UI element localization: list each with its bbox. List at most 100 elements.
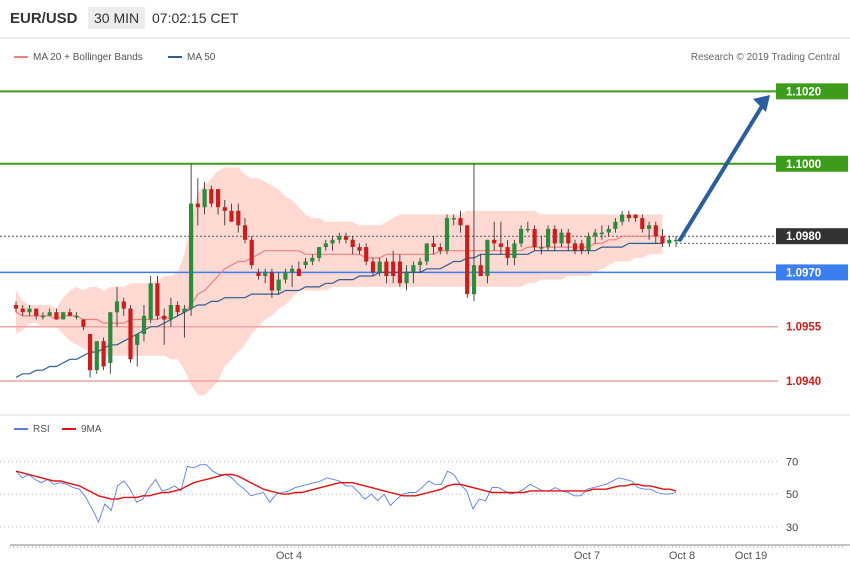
candle-body — [478, 265, 483, 277]
level-labels: 1.1020 1.1000 1.0980 1.0970 1.0955 1.0940 — [776, 83, 848, 388]
candle-body — [431, 243, 436, 247]
candle-body — [397, 261, 402, 284]
candle-body — [512, 243, 517, 258]
forecast-arrow-shaft — [678, 100, 766, 242]
ma-bands-swatch — [14, 56, 28, 59]
candle-body — [67, 312, 72, 316]
candle-body — [572, 243, 578, 251]
candle-body — [391, 261, 396, 276]
candle-body — [519, 228, 524, 244]
candle-body — [269, 272, 274, 291]
candle-body — [168, 305, 173, 320]
candle-body — [384, 261, 389, 276]
candle-body — [182, 308, 187, 313]
rsi-line — [15, 464, 677, 524]
candle-body — [525, 228, 530, 231]
candle-body — [350, 239, 355, 247]
candle-body — [357, 247, 362, 251]
candle-body — [599, 232, 604, 235]
timestamp-label: 07:02:15 CET — [152, 10, 239, 26]
candle-body — [451, 218, 456, 220]
candle-body — [263, 272, 268, 276]
candle-body — [411, 265, 416, 273]
candle-body — [81, 319, 86, 327]
candle-body — [54, 312, 59, 320]
candle-body — [606, 228, 611, 233]
candle-body — [162, 315, 167, 320]
candle-body — [539, 247, 544, 249]
time-tick-label: Oct 8 — [669, 550, 695, 562]
candle-body — [552, 228, 557, 244]
candle-body — [222, 207, 227, 211]
rsi-legend-label: RSI — [33, 424, 50, 435]
candle-body — [202, 189, 207, 208]
bollinger-band-area — [16, 167, 663, 396]
candle-body — [505, 247, 510, 258]
candle-body — [276, 279, 281, 291]
ma9-line — [15, 470, 677, 500]
candle-body — [620, 214, 625, 222]
candle-body — [303, 261, 308, 266]
candle-body — [128, 308, 133, 360]
legend-ma-bands: MA 20 + Bollinger Bands — [14, 52, 143, 63]
candle-body — [290, 268, 295, 273]
level-label: 1.0955 — [786, 322, 822, 334]
chart-header: EUR/USD 30 MIN 07:02:15 CET — [0, 0, 850, 38]
candle-body — [337, 236, 342, 240]
candle-body — [34, 308, 39, 316]
ma-bands-label: MA 20 + Bollinger Bands — [33, 52, 143, 63]
candle-body — [343, 236, 349, 240]
rsi-panel: RSI 9MA 30 50 70 — [0, 414, 850, 534]
bollinger-bands — [16, 167, 663, 396]
level-label: 1.0940 — [786, 376, 821, 388]
candle-body — [135, 334, 140, 345]
candle-body — [667, 239, 672, 244]
candle-body — [141, 315, 147, 334]
level-tag-last — [776, 228, 848, 245]
candle-body — [626, 214, 631, 219]
candle-body — [404, 272, 409, 284]
forecast-arrow — [678, 94, 770, 242]
candle-body — [559, 232, 564, 244]
candle-body — [74, 315, 79, 318]
candle-body — [47, 312, 52, 316]
level-tag-resistance — [776, 155, 848, 172]
candle-body — [121, 301, 126, 309]
symbol-label: EUR/USD — [10, 10, 78, 27]
candle-body — [195, 203, 200, 208]
level-tag-pivot — [776, 264, 848, 281]
candle-body — [40, 315, 46, 318]
candle-body — [424, 243, 429, 262]
time-tick-label: Oct 4 — [276, 550, 302, 562]
candle-body — [498, 243, 503, 247]
candle-body — [660, 236, 665, 244]
candle-body — [492, 239, 497, 244]
candle-body — [296, 268, 301, 276]
candle-body — [256, 272, 261, 276]
legend-ma50: MA 50 — [168, 52, 215, 63]
time-axis: Oct 4 Oct 7 Oct 8 Oct 19 — [9, 544, 850, 562]
candle-body — [458, 218, 463, 226]
candle-body — [114, 301, 120, 313]
candle-body — [108, 312, 113, 363]
candle-body — [13, 305, 19, 309]
candle-body — [593, 232, 598, 237]
level-label: 1.0970 — [786, 267, 821, 279]
rsi-tick-label: 50 — [786, 489, 798, 501]
candle-body — [566, 232, 571, 244]
level-label: 1.1000 — [786, 159, 821, 171]
candle-body — [653, 225, 658, 237]
candle-body — [148, 283, 153, 320]
credit-text: Research © 2019 Trading Central — [690, 52, 840, 63]
candle-body — [418, 261, 423, 266]
rsi-tick-label: 30 — [786, 522, 798, 534]
candle-body — [236, 210, 241, 226]
candle-body — [20, 308, 25, 313]
candle-body — [94, 341, 99, 371]
candle-body — [465, 225, 470, 295]
timeframe-badge[interactable]: 30 MIN — [88, 7, 146, 29]
candle-body — [640, 218, 645, 229]
level-tag-resistance — [776, 83, 848, 100]
candle-body — [546, 228, 551, 247]
